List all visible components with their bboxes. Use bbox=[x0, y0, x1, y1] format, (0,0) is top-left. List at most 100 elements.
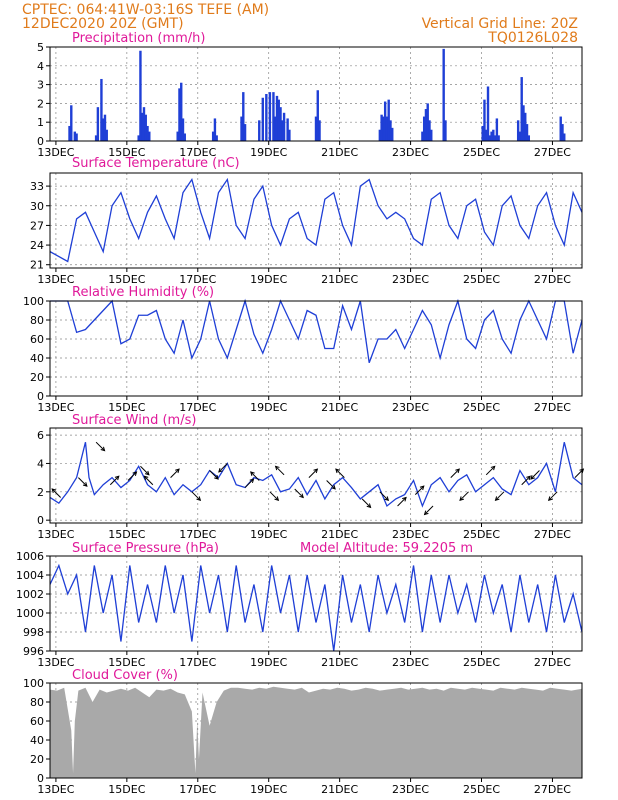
y-tick-label: 30 bbox=[30, 200, 44, 213]
wind-arrow bbox=[269, 491, 279, 501]
precipitation-bar bbox=[176, 131, 179, 141]
y-tick-label: 1002 bbox=[16, 588, 44, 601]
wind-arrow bbox=[144, 475, 154, 486]
y-tick-label: 20 bbox=[30, 753, 44, 766]
precipitation-bar bbox=[522, 105, 525, 141]
wind-arrow-head bbox=[114, 475, 120, 481]
precipitation-bar bbox=[383, 101, 387, 141]
precipitation-bar bbox=[488, 135, 491, 141]
precipitation-bar bbox=[378, 129, 382, 141]
wind-arrow-head bbox=[366, 503, 372, 509]
x-tick-label: 19DEC bbox=[250, 146, 287, 159]
wind-arrow-head bbox=[299, 493, 304, 499]
wind-arrow bbox=[335, 468, 345, 478]
temperature-title: Surface Temperature (nC) bbox=[72, 156, 240, 171]
precipitation-bar bbox=[73, 131, 77, 141]
x-tick-label: 23DEC bbox=[392, 528, 429, 541]
wind-arrow-head bbox=[530, 475, 535, 480]
precipitation-bar bbox=[180, 82, 183, 141]
precipitation-bar bbox=[102, 118, 105, 141]
wind-arrow bbox=[495, 491, 505, 501]
x-tick-label: 13DEC bbox=[37, 528, 74, 541]
wind-arrow-head bbox=[423, 510, 429, 516]
precipitation-bar bbox=[282, 112, 286, 141]
wind-arrow-head bbox=[494, 496, 500, 502]
y-tick-label: 996 bbox=[23, 645, 44, 658]
x-tick-label: 21DEC bbox=[321, 273, 358, 286]
x-tick-label: 25DEC bbox=[463, 273, 500, 286]
precipitation-bar bbox=[385, 116, 389, 141]
precipitation-bar bbox=[316, 90, 319, 141]
precipitation-bar bbox=[520, 77, 523, 141]
wind-title: Surface Wind (m/s) bbox=[72, 413, 196, 428]
wind-arrow bbox=[521, 475, 531, 486]
x-tick-label: 17DEC bbox=[179, 656, 216, 669]
wind-arrow bbox=[95, 441, 105, 452]
precipitation-bar bbox=[240, 116, 243, 141]
wind-arrow-head bbox=[419, 485, 425, 491]
y-tick-label: 2 bbox=[37, 97, 44, 110]
pressure-title: Surface Pressure (hPa) bbox=[72, 541, 219, 556]
series-line bbox=[49, 563, 583, 652]
wind-panel: Surface Wind (m/s) 13DEC 15DEC 17DEC 19DEC 2… bbox=[37, 413, 585, 541]
x-tick-label: 17DEC bbox=[179, 273, 216, 286]
precipitation-bar bbox=[387, 99, 390, 141]
x-tick-label: 19DEC bbox=[250, 401, 287, 414]
x-tick-label: 27DEC bbox=[534, 146, 571, 159]
wind-arrow bbox=[361, 498, 371, 508]
precipitation-bar bbox=[274, 116, 277, 141]
x-tick-label: 17DEC bbox=[179, 401, 216, 414]
precipitation-bar bbox=[100, 78, 103, 141]
precipitation-bar bbox=[382, 116, 385, 141]
precipitation-bar bbox=[137, 135, 140, 141]
x-tick-label: 23DEC bbox=[392, 146, 429, 159]
wind-arrow bbox=[244, 478, 254, 488]
y-tick-label: 0 bbox=[37, 390, 44, 403]
y-tick-label: 4 bbox=[37, 457, 44, 470]
precipitation-bar bbox=[68, 125, 71, 141]
precipitation-bar bbox=[391, 127, 394, 141]
y-tick-label: 2 bbox=[37, 486, 44, 499]
x-tick-label: 21DEC bbox=[321, 783, 358, 796]
y-tick-label: 100 bbox=[23, 677, 44, 690]
precipitation-bar bbox=[389, 120, 392, 141]
wind-arrow bbox=[109, 475, 120, 486]
pressure-panel: Surface Pressure (hPa) Model Altitude: 5… bbox=[16, 541, 583, 669]
precipitation-bar bbox=[265, 94, 268, 141]
y-tick-label: 60 bbox=[30, 715, 44, 728]
x-tick-label: 27DEC bbox=[534, 783, 571, 796]
precipitation-bar bbox=[183, 133, 186, 141]
cloud-cover-title: Cloud Cover (%) bbox=[72, 668, 178, 683]
wind-arrow bbox=[78, 477, 88, 487]
cloud-cover-panel: Cloud Cover (%) 13DEC 15DEC 17DEC 19DEC 21DE… bbox=[23, 668, 583, 796]
wind-arrow-head bbox=[313, 468, 319, 474]
wind-arrow bbox=[127, 471, 137, 481]
precipitation-bar bbox=[426, 103, 429, 141]
precipitation-bar bbox=[424, 109, 428, 141]
precipitation-bar bbox=[421, 131, 424, 141]
y-tick-label: 100 bbox=[23, 295, 44, 308]
precipitation-bar bbox=[525, 124, 529, 141]
wind-arrow bbox=[424, 505, 434, 515]
wind-arrow-head bbox=[526, 475, 531, 481]
x-tick-label: 27DEC bbox=[534, 656, 571, 669]
x-tick-label: 13DEC bbox=[37, 401, 74, 414]
x-tick-label: 15DEC bbox=[108, 656, 145, 669]
precipitation-bar bbox=[258, 120, 261, 141]
y-tick-label: 20 bbox=[30, 371, 44, 384]
y-tick-label: 0 bbox=[37, 772, 44, 785]
x-tick-label: 23DEC bbox=[392, 783, 429, 796]
wind-arrow-head bbox=[100, 446, 106, 452]
model-altitude-label: Model Altitude: 59.2205 m bbox=[300, 541, 473, 556]
precipitation-bar bbox=[495, 118, 499, 141]
y-tick-label: 4 bbox=[37, 60, 44, 73]
precipitation-bar bbox=[70, 105, 73, 141]
header-code: TQ0126L028 bbox=[487, 30, 578, 46]
x-tick-label: 13DEC bbox=[37, 273, 74, 286]
wind-arrow-head bbox=[274, 465, 280, 471]
precipitation-bar bbox=[286, 118, 289, 141]
wind-arrow bbox=[379, 491, 389, 501]
y-tick-label: 33 bbox=[30, 180, 44, 193]
x-tick-label: 25DEC bbox=[463, 528, 500, 541]
